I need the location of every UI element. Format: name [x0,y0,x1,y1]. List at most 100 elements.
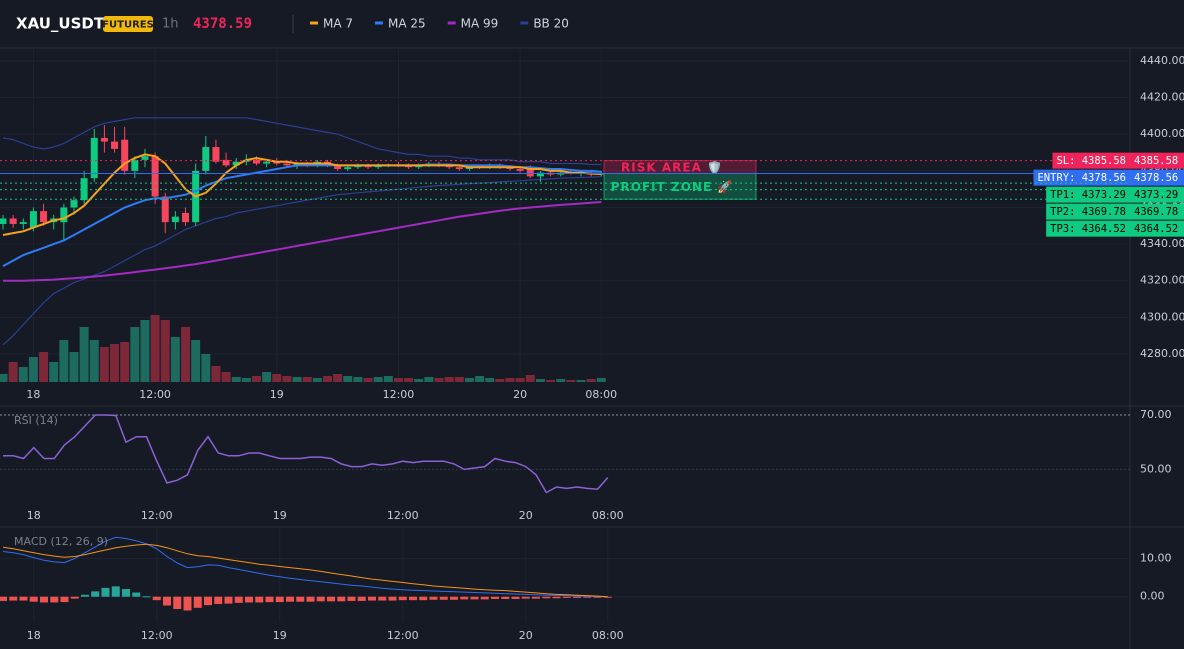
symbol: XAU_USDT [16,15,105,33]
volume-bar [525,375,535,382]
histogram-bar [183,596,192,611]
legend-label: MA 7 [323,17,353,31]
volume-bar [566,380,576,382]
x-tick-label: 18 [26,388,40,401]
histogram-bar [275,596,284,603]
volume-bar [201,354,211,382]
histogram-bar [122,589,130,597]
candle-body [70,200,78,208]
candle-body [202,147,210,171]
histogram-bar [409,596,417,601]
volume-bar [110,344,120,382]
bollinger-band [2,117,602,166]
volume-bar [322,376,332,382]
histogram-bar [501,596,510,600]
histogram-bar [583,596,592,598]
histogram-bar [491,596,499,600]
price-tag-bg [1130,220,1184,237]
volume-bar [495,379,505,382]
price-tag-bg [1130,152,1184,169]
y-tick-label: 4280.00 [1140,347,1184,360]
candle-body [232,161,240,166]
level-tag: TP3: 4364.52 [1050,223,1126,235]
volume-bar [444,377,454,382]
volume-bar [312,378,322,382]
candle-body [29,211,37,228]
histogram-bar [552,596,561,599]
candle-body [253,159,260,164]
moving-average [2,163,602,267]
histogram-bar [81,594,89,597]
histogram-bar [573,596,581,598]
x-tick-label: 20 [519,509,533,522]
candle-body [536,172,544,177]
histogram-bar [429,596,438,600]
volume-bar [383,376,393,382]
volume-bar [292,377,302,382]
histogram-bar [19,596,28,601]
level-tag: ENTRY: 4378.56 [1037,172,1126,184]
volume-bar [424,377,434,382]
histogram-bar [234,596,243,603]
moving-average [3,201,602,282]
histogram-bar [337,596,346,602]
histogram-bar [265,596,274,603]
volume-bar [8,362,18,382]
volume-bar [576,380,586,382]
histogram-bar [460,596,469,600]
panel-title: RSI (14) [14,414,58,427]
moving-average [2,153,602,236]
volume-bar [282,376,292,382]
candle-body [9,218,17,224]
badge: FUTURES [102,20,154,31]
volume-bar [505,378,515,382]
macd-line [2,543,608,598]
volume-bar [556,379,566,382]
price-tag: 4385.58 [1134,155,1178,167]
y-tick-label: 0.00 [1140,590,1165,603]
volume-bar [39,352,49,382]
level-tag-bg [1046,203,1130,220]
histogram-bar [204,596,212,606]
volume-bar [99,347,109,382]
histogram-bar [60,596,69,603]
x-tick-label: 12:00 [387,509,419,522]
histogram-bar [368,596,376,601]
histogram-bar [398,596,407,601]
price-tag-bg [1130,186,1184,203]
histogram-bar [388,596,397,601]
price-tag: 4373.29 [1134,189,1178,201]
candle-body [0,218,7,224]
x-tick-label: 08:00 [592,629,624,642]
volume-bar [79,327,89,382]
histogram-bar [29,596,38,602]
y-tick-label: 4400.00 [1140,127,1184,140]
histogram-bar [470,596,479,600]
histogram-bar [327,596,335,602]
price-tag: 4369.78 [1134,206,1178,218]
histogram-bar [450,596,458,600]
histogram-bar [357,596,366,601]
histogram-bar [132,592,141,597]
volume-bar [535,379,545,382]
candle-body [40,211,48,223]
volume-bar [231,377,241,382]
histogram-bar [101,587,110,597]
level-tag: TP2: 4369.78 [1050,206,1126,218]
candle-body [19,222,27,224]
candle-body [455,167,463,170]
candle-body [111,141,119,149]
candle-body [263,161,271,164]
volume-bar [454,377,464,382]
y-tick-label: 70.00 [1140,408,1172,421]
candle-body [90,137,98,179]
price-tag: 4364.52 [1134,223,1178,235]
y-tick-label: 50.00 [1140,462,1172,475]
candle-body [161,196,169,223]
volume-bar [485,378,495,382]
candle-body [100,137,108,142]
volume-bar [333,374,343,382]
y-tick-label: 4420.00 [1140,91,1184,104]
level-tag: TP1: 4373.29 [1050,189,1126,201]
panel-title: MACD (12, 26, 9) [14,535,108,548]
